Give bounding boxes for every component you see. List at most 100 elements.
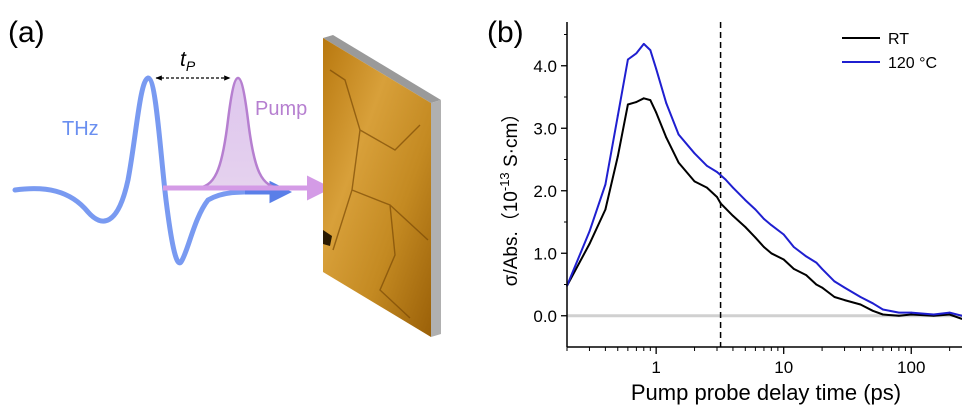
y-axis-label-main: σ/Abs.（10: [500, 191, 522, 286]
x-tick-label: 100: [897, 358, 925, 377]
data-point-rt: [716, 196, 718, 198]
x-tick-label: 1: [651, 358, 660, 377]
data-point-rt: [843, 299, 846, 302]
series-line-rt: [566, 97, 962, 320]
legend-label-120c: 120 °C: [888, 55, 937, 72]
data-point-rt: [635, 101, 638, 103]
data-point-120-c: [871, 302, 874, 305]
sample-top-edge: [323, 35, 441, 103]
y-tick-label: 0.0: [533, 307, 557, 326]
y-axis-label-exp: -13: [497, 172, 512, 191]
panel-a: (a) THz Pump tP: [8, 16, 441, 337]
data-point-120-c: [744, 199, 747, 202]
data-point-rt: [693, 180, 696, 183]
data-point-120-c: [763, 217, 765, 220]
data-point-120-c: [792, 246, 795, 248]
data-point-rt: [821, 286, 823, 289]
axes: 0.0 1.0 2.0 3.0 4.0 1 10 100: [533, 22, 962, 377]
data-point-120-c: [843, 286, 846, 289]
data-point-120-c: [716, 171, 718, 173]
legend-label-rt: RT: [888, 31, 909, 48]
data-point-rt: [882, 313, 884, 316]
data-point-120-c: [732, 186, 734, 189]
plot-content: [566, 22, 962, 347]
sample-side-edge: [431, 100, 441, 337]
data-point-rt: [897, 314, 900, 317]
x-tick-label: 10: [774, 358, 793, 377]
data-point-120-c: [754, 208, 757, 211]
y-tick-label: 2.0: [533, 182, 557, 201]
data-point-120-c: [626, 58, 629, 61]
delay-label: tP: [180, 48, 196, 74]
series-line-120-c: [566, 42, 962, 317]
data-point-rt: [626, 103, 629, 106]
data-point-120-c: [642, 42, 645, 45]
y-tick-label: 4.0: [533, 57, 557, 76]
panel-b: (b) 0.0 1.0 2.0 3.0 4.0 1 10 100 Pump probe del…: [487, 16, 962, 405]
data-point-120-c: [932, 313, 935, 316]
data-point-120-c: [833, 280, 836, 283]
data-point-rt: [770, 252, 773, 255]
data-point-120-c: [782, 233, 785, 236]
sample-grain-boundaries: [329, 69, 429, 319]
data-point-rt: [732, 214, 734, 217]
data-point-120-c: [948, 311, 951, 314]
data-point-rt: [677, 161, 680, 164]
data-point-rt: [910, 313, 913, 316]
data-point-rt: [649, 99, 652, 102]
data-point-120-c: [616, 114, 619, 117]
data-point-120-c: [897, 311, 900, 314]
data-point-120-c: [655, 67, 658, 70]
data-point-rt: [859, 303, 862, 306]
legend: RT 120 °C: [842, 31, 937, 72]
thz-label: THz: [62, 118, 99, 140]
delay-label-main: t: [180, 48, 187, 71]
y-tick-label: 1.0: [533, 244, 557, 263]
thz-waveform: [12, 75, 278, 266]
data-point-rt: [763, 246, 765, 248]
data-point-120-c: [693, 152, 696, 155]
y-tick-label: 3.0: [533, 119, 557, 138]
data-point-rt: [948, 313, 951, 316]
data-point-120-c: [649, 49, 652, 52]
data-point-rt: [655, 111, 658, 114]
data-point-120-c: [719, 174, 722, 177]
y-axis-label-unit: S·cm）: [500, 104, 522, 173]
delay-label-sub: P: [186, 58, 196, 74]
data-point-rt: [754, 236, 757, 239]
data-point-120-c: [724, 178, 727, 181]
data-point-120-c: [770, 224, 773, 227]
data-point-120-c: [882, 308, 884, 311]
data-point-rt: [588, 242, 591, 245]
data-point-rt: [833, 296, 836, 298]
data-point-120-c: [706, 164, 708, 167]
data-point-120-c: [859, 296, 862, 298]
data-point-rt: [642, 97, 645, 100]
data-point-120-c: [677, 133, 680, 136]
x-axis-label: Pump probe delay time (ps): [631, 380, 901, 405]
data-point-rt: [724, 207, 727, 210]
pump-label: Pump: [255, 98, 307, 120]
data-point-rt: [871, 309, 874, 312]
sample-film: [323, 35, 441, 337]
data-point-120-c: [665, 102, 668, 105]
data-point-rt: [782, 258, 785, 261]
data-point-rt: [805, 274, 808, 277]
data-point-120-c: [821, 267, 823, 270]
data-point-rt: [792, 267, 795, 270]
data-point-rt: [719, 202, 722, 205]
y-axis-label: σ/Abs.（10-13 S·cm）: [497, 104, 522, 287]
data-point-rt: [706, 186, 708, 189]
data-point-rt: [744, 226, 747, 228]
panel-b-label: (b): [487, 16, 524, 49]
data-point-rt: [815, 283, 818, 286]
data-point-120-c: [588, 230, 591, 233]
data-point-120-c: [910, 311, 913, 314]
data-point-rt: [665, 136, 668, 139]
data-point-120-c: [815, 261, 818, 264]
panel-a-label: (a): [8, 16, 45, 49]
data-point-rt: [616, 155, 619, 158]
sample-dark-spot: [323, 230, 332, 246]
pump-pulse: [194, 76, 283, 190]
